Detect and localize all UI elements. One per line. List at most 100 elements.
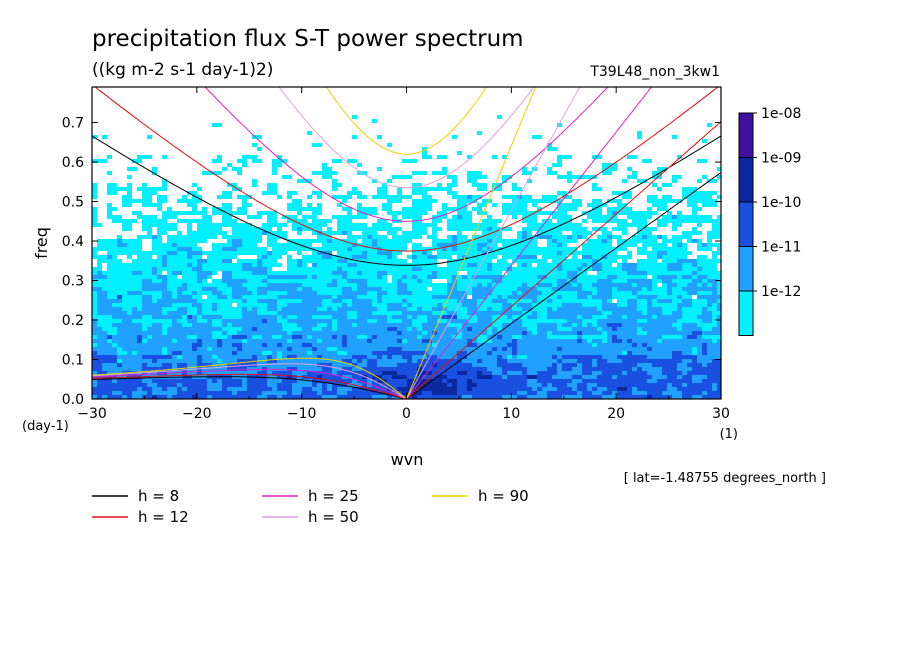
spectrum-cell	[92, 227, 98, 232]
spectrum-cell	[237, 183, 243, 188]
spectrum-cell	[92, 191, 98, 196]
spectrum-cell	[467, 127, 473, 132]
spectrum-cell	[552, 87, 558, 92]
spectrum-cell	[512, 215, 518, 220]
spectrum-cell	[312, 175, 318, 180]
spectrum-cell	[387, 159, 393, 164]
spectrum-cell	[182, 131, 188, 136]
spectrum-cell	[297, 131, 303, 136]
spectrum-cell	[317, 211, 323, 216]
spectrum-cell	[477, 191, 483, 196]
spectrum-cell	[537, 235, 543, 240]
spectrum-cell	[227, 131, 233, 136]
spectrum-cell	[497, 195, 503, 200]
spectrum-cell	[287, 243, 293, 248]
spectrum-cell	[387, 243, 393, 248]
spectrum-cell	[217, 119, 223, 124]
spectrum-cell	[492, 243, 498, 248]
spectrum-cell	[642, 123, 648, 128]
spectrum-cell	[407, 119, 413, 124]
spectrum-cell	[472, 211, 478, 216]
spectrum-cell	[187, 171, 193, 176]
spectrum-cell	[667, 155, 673, 160]
spectrum-cell	[222, 191, 228, 196]
spectrum-cell	[137, 127, 143, 132]
spectrum-cell	[377, 91, 383, 96]
spectrum-cell	[242, 87, 248, 92]
spectrum-cell	[532, 175, 538, 180]
spectrum-cell	[697, 203, 703, 208]
spectrum-cell	[482, 127, 488, 132]
spectrum-cell	[402, 135, 408, 140]
spectrum-cell	[442, 175, 448, 180]
spectrum-cell	[572, 103, 578, 108]
spectrum-cell	[502, 119, 508, 124]
spectrum-cell	[337, 135, 343, 140]
spectrum-cell	[472, 179, 478, 184]
spectrum-cell	[212, 231, 218, 236]
spectrum-cell	[437, 115, 443, 120]
spectrum-cell	[177, 95, 183, 100]
spectrum-cell	[497, 143, 503, 148]
spectrum-cell	[572, 179, 578, 184]
spectrum-cell	[142, 119, 148, 124]
spectrum-cell	[347, 183, 353, 188]
spectrum-cell	[472, 143, 478, 148]
spectrum-cell	[337, 231, 343, 236]
spectrum-cell	[102, 159, 108, 164]
spectrum-cell	[487, 211, 493, 216]
spectrum-cell	[242, 103, 248, 108]
spectrum-cell	[112, 119, 118, 124]
spectrum-cell	[232, 99, 238, 104]
spectrum-cell	[667, 87, 673, 92]
spectrum-cell	[632, 179, 638, 184]
spectrum-cell	[347, 203, 353, 208]
spectrum-cell	[647, 167, 653, 172]
spectrum-cell	[457, 179, 463, 184]
spectrum-cell	[142, 163, 148, 168]
spectrum-cell	[612, 95, 618, 100]
spectrum-cell	[297, 119, 303, 124]
spectrum-cell	[557, 111, 563, 116]
spectrum-cell	[627, 167, 633, 172]
spectrum-cell	[452, 179, 458, 184]
spectrum-cell	[652, 179, 658, 184]
spectrum-cell	[612, 187, 618, 192]
spectrum-cell	[542, 231, 548, 236]
spectrum-cell	[567, 91, 573, 96]
spectrum-cell	[592, 99, 598, 104]
spectrum-cell	[117, 127, 123, 132]
spectrum-cell	[442, 167, 448, 172]
spectrum-cell	[102, 227, 108, 232]
spectrum-cell	[167, 183, 173, 188]
spectrum-cell	[452, 219, 458, 224]
spectrum-cell	[302, 243, 308, 248]
spectrum-cell	[547, 199, 553, 204]
spectrum-cell	[622, 159, 628, 164]
spectrum-cell	[562, 175, 568, 180]
spectrum-cell	[302, 167, 308, 172]
spectrum-cell	[582, 175, 588, 180]
spectrum-cell	[242, 159, 248, 164]
spectrum-cell	[682, 171, 688, 176]
spectrum-cell	[342, 179, 348, 184]
spectrum-cell	[317, 115, 323, 120]
spectrum-cell	[667, 235, 673, 240]
spectrum-cell	[252, 155, 258, 160]
spectrum-cell	[707, 199, 713, 204]
spectrum-cell	[687, 123, 693, 128]
spectrum-cell	[112, 171, 118, 176]
spectrum-cell	[132, 223, 138, 228]
spectrum-cell	[407, 199, 413, 204]
spectrum-cell	[517, 147, 523, 152]
spectrum-cell	[397, 199, 403, 204]
spectrum-cell	[662, 195, 668, 200]
spectrum-cell	[217, 187, 223, 192]
spectrum-cell	[212, 227, 218, 232]
spectrum-cell	[662, 119, 668, 124]
spectrum-cell	[557, 103, 563, 108]
spectrum-cell	[557, 195, 563, 200]
spectrum-cell	[377, 127, 383, 132]
spectrum-cell	[472, 167, 478, 172]
spectrum-cell	[112, 227, 118, 232]
